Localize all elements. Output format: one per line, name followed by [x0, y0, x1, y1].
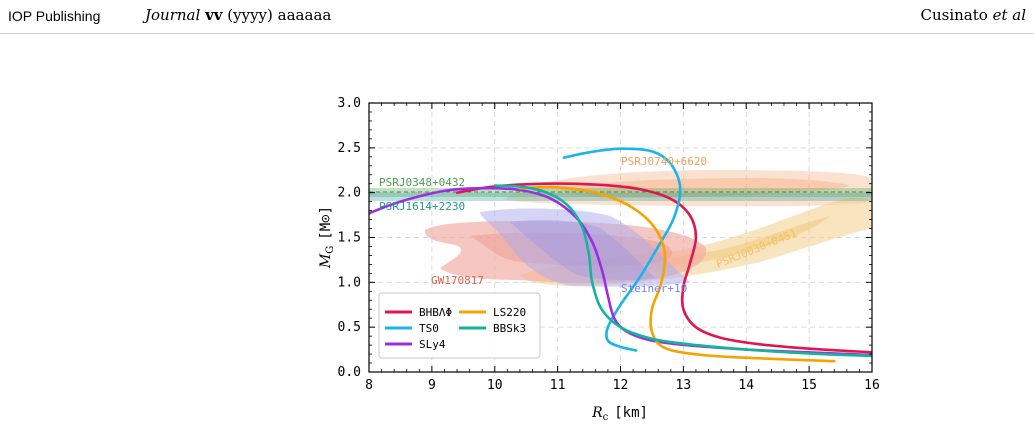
- label-gw170817: GW170817: [431, 274, 484, 287]
- x-tick-label: 11: [550, 378, 566, 393]
- header-divider: [0, 33, 1034, 34]
- page-header: IOP Publishing Journal vv (yyyy) aaaaaa …: [0, 0, 1034, 40]
- legend-label-sly4: SLy4: [419, 338, 446, 351]
- legend-label-bhb: BHBΛΦ: [419, 306, 452, 319]
- x-axis-label: Rc [km]: [591, 405, 648, 423]
- y-axis-symbol: M: [318, 253, 334, 269]
- x-axis-unit: [km]: [614, 405, 648, 421]
- y-axis-unit: [M⊙]: [318, 206, 334, 240]
- label-steiner: Steiner+10: [621, 282, 687, 295]
- journal-volume: vv: [205, 6, 223, 24]
- journal-year: (yyyy): [227, 6, 273, 24]
- author-name: Cusinato: [920, 6, 988, 24]
- constraint-regions: [369, 170, 872, 287]
- psrj0348-band: [369, 188, 872, 197]
- label-psrj1614: PSRJ1614+2230: [379, 200, 465, 213]
- legend-label-bbsk3: BBSk3: [493, 322, 526, 335]
- x-tick-label: 14: [738, 378, 754, 393]
- eos-curve-bbsk3: [493, 184, 872, 358]
- x-tick-label: 10: [487, 378, 503, 393]
- journal-name: Journal: [145, 6, 201, 24]
- eos-curve-ls220: [518, 185, 836, 363]
- legend-box: [378, 292, 541, 359]
- label-psrj0348: PSRJ0348+0432: [379, 176, 465, 189]
- y-tick-label: 2.5: [338, 141, 361, 156]
- steiner-region-inner: [510, 220, 655, 281]
- author-etal: et al: [992, 6, 1026, 24]
- eos-curve-ts0: [562, 147, 682, 352]
- x-tick-label: 13: [676, 378, 692, 393]
- x-tick-label: 12: [613, 378, 629, 393]
- publisher-name: IOP Publishing: [8, 8, 101, 24]
- x-tick-label: 16: [864, 378, 880, 393]
- x-axis-symbol: R: [591, 405, 603, 421]
- legend-label-ls220: LS220: [493, 306, 526, 319]
- y-tick-label: 1.5: [338, 231, 361, 246]
- authors: Cusinato et al: [921, 6, 1027, 24]
- x-axis-subscript: c: [603, 412, 609, 423]
- journal-article: aaaaaa: [277, 6, 332, 24]
- y-axis-subscript: G: [325, 246, 336, 254]
- x-tick-label: 9: [428, 378, 436, 393]
- x-tick-label: 8: [365, 378, 373, 393]
- legend-label-ts0: TS0: [419, 322, 439, 335]
- eos-curve-bhb: [455, 182, 872, 354]
- y-tick-label: 3.0: [338, 96, 361, 111]
- psrj0740-region-outer: [505, 170, 872, 207]
- label-psrj0740: PSRJ0740+6620: [621, 155, 707, 168]
- y-tick-label: 0.0: [338, 365, 361, 380]
- psrj0740-region-inner: [560, 178, 850, 198]
- psrj1614-band: [369, 193, 872, 201]
- steiner-region-outer: [480, 208, 690, 287]
- x-tick-label: 15: [801, 378, 817, 393]
- legend: BHBΛΦ TS0 SLy4 LS220 BBSk3: [378, 292, 541, 359]
- y-tick-label: 2.0: [338, 186, 361, 201]
- y-tick-label: 0.5: [338, 320, 361, 335]
- journal-reference: Journal vv (yyyy) aaaaaa: [145, 6, 331, 24]
- axis-ticks: 8 9 10 11 12 13 14 15 16 0.0 0.5 1.0 1.5 2.0 2.5 3.0: [338, 96, 880, 393]
- y-axis-label: MG [M⊙]: [318, 206, 336, 269]
- y-tick-label: 1.0: [338, 275, 361, 290]
- eos-curves: [369, 147, 872, 363]
